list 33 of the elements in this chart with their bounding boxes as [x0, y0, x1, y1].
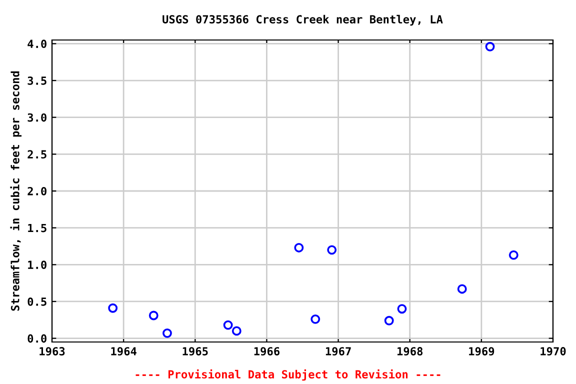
x-tick-label: 1969: [469, 347, 494, 356]
y-tick-label: 0.5: [28, 297, 46, 306]
chart-title: USGS 07355366 Cress Creek near Bentley, LA: [162, 14, 443, 26]
point: [310, 314, 320, 324]
y-tick-label: 2.0: [28, 186, 46, 196]
y-tick-label: 1.5: [28, 224, 46, 232]
x-tick-label: 1968: [398, 347, 423, 356]
point: [162, 328, 172, 338]
x-tick-label: 1964: [111, 347, 136, 356]
x-tick-label: 1966: [254, 347, 280, 356]
point: [294, 242, 304, 252]
point: [108, 303, 118, 313]
point: [223, 320, 233, 330]
point: [148, 310, 158, 320]
point: [457, 284, 467, 294]
x-tick-label: 1967: [326, 347, 351, 356]
y-axis-title: Streamflow, in cubic feet per second: [10, 71, 22, 311]
point: [384, 316, 394, 326]
x-tick-label: 1963: [40, 347, 65, 356]
point: [397, 304, 407, 314]
x-tick-label: 1965: [182, 347, 208, 356]
y-tick-label: 2.5: [28, 150, 46, 159]
text: ---- Provisional Data Subject to Revision ----: [136, 369, 440, 381]
x-tick-label: 1970: [540, 347, 566, 356]
point: [485, 42, 495, 52]
y-tick-label: 1.0: [28, 260, 46, 270]
point: [508, 250, 518, 260]
point: [327, 245, 337, 255]
y-tick-label: 0.0: [28, 334, 46, 343]
y-tick-label: 3.0: [28, 113, 46, 122]
point: [232, 326, 242, 336]
y-tick-label: 4.0: [28, 40, 46, 48]
y-tick-label: 3.5: [28, 76, 46, 85]
